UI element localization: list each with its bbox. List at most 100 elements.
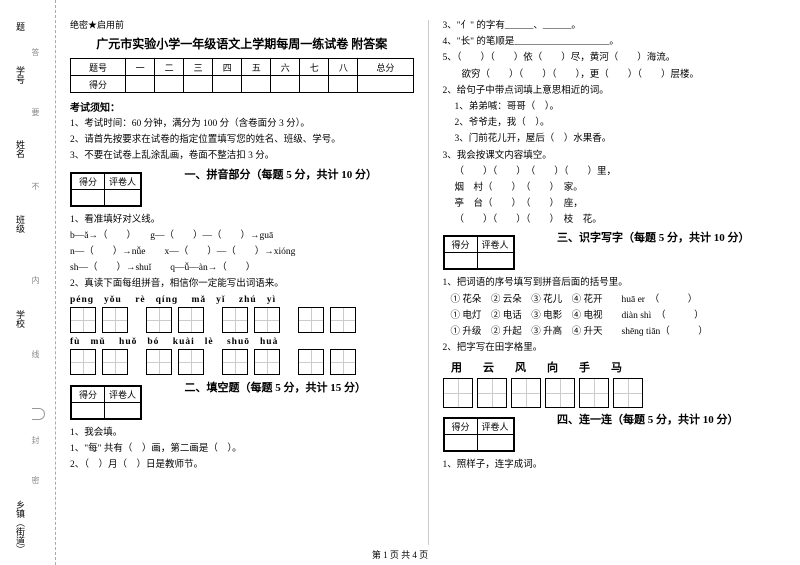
margin-mark: 答 — [30, 48, 41, 56]
tianzi-cell — [613, 378, 643, 408]
tianzi-cell — [298, 349, 324, 375]
section-heading: 二、填空题（每题 5 分，共计 15 分） — [185, 379, 367, 395]
tianzi-cell — [545, 378, 575, 408]
page: 题 答 学号 要 姓名 不 班级 内 学校 线 封 密 乡镇（街道） 绝密★启用… — [0, 0, 800, 565]
tianzi-cell — [477, 378, 507, 408]
margin-label: 学号 — [14, 66, 27, 84]
paper-title: 广元市实验小学一年级语文上学期每周一练试卷 附答案 — [70, 35, 414, 52]
char-label: 风 — [507, 359, 535, 375]
notice-heading: 考试须知： — [70, 99, 414, 114]
question-prompt: 1、把词语的序号填写到拼音后面的括号里。 — [443, 276, 787, 291]
scorer-box: 得分评卷人 — [443, 417, 515, 452]
margin-mark: 内 — [30, 276, 41, 284]
scorer-box: 得分评卷人 — [443, 235, 515, 270]
question-prompt: 1、我会填。 — [70, 426, 414, 441]
tianzi-cell — [102, 349, 128, 375]
secrecy-mark: 绝密★启用前 — [70, 18, 414, 31]
right-column: 3、"亻" 的字有______、______。 4、"长" 的笔顺是______… — [429, 0, 800, 565]
scorer-box: 得分评卷人 — [70, 385, 142, 420]
question-line: ① 花朵 ② 云朵 ③ 花儿 ④ 花开 huā er （ ） — [443, 293, 787, 308]
margin-mark: 要 — [30, 108, 41, 116]
margin-label: 题 — [14, 22, 27, 31]
scorer-col: 得分 — [72, 173, 105, 189]
char-label: 云 — [475, 359, 503, 375]
question-line: 2、（ ）月（ ）日是教师节。 — [70, 458, 414, 473]
question-prompt: 2、给句子中带点词填上意思相近的词。 — [443, 84, 787, 99]
th: 二 — [155, 59, 184, 76]
table-row: 得分 — [71, 76, 414, 93]
tianzi-row — [70, 349, 414, 375]
question-line: （ ）（ ）（ ） 枝 花。 — [443, 213, 787, 228]
th: 题号 — [71, 59, 126, 76]
question-prompt: 1、看准填好对义线。 — [70, 213, 414, 228]
th: 八 — [329, 59, 358, 76]
th: 七 — [300, 59, 329, 76]
tianzi-cell — [146, 307, 172, 333]
left-column: 绝密★启用前 广元市实验小学一年级语文上学期每周一练试卷 附答案 题号 一 二 … — [56, 0, 428, 565]
question-line: 烟 村（ ） （ ） 家。 — [443, 181, 787, 196]
th: 六 — [271, 59, 300, 76]
tianzi-cell — [443, 378, 473, 408]
question-line: ① 电灯 ② 电话 ③ 电影 ④ 电视 diàn shì （ ） — [443, 309, 787, 324]
question-line: n—（ ）→nǚe x—（ ）—（ ）→xióng — [70, 245, 414, 260]
question-prompt: 2、真读下面每组拼音，相信你一定能写出词语来。 — [70, 277, 414, 292]
question-line: sh—（ ）→shuǐ q—ǚ—àn→（ ） — [70, 261, 414, 276]
scissor-icon — [32, 408, 45, 420]
notice-line: 1、考试时间：60 分钟，满分为 100 分（含卷面分 3 分）。 — [70, 117, 414, 132]
tianzi-cell — [222, 307, 248, 333]
section-heading: 四、连一连（每题 5 分，共计 10 分） — [557, 411, 739, 427]
th: 三 — [184, 59, 213, 76]
char-label: 用 — [443, 359, 471, 375]
tianzi-cell — [511, 378, 541, 408]
question-line: 1、弟弟喊：哥哥（ ）。 — [443, 100, 787, 115]
margin-mark: 密 — [30, 476, 41, 484]
question-line: 4、"长" 的笔顺是____________________。 — [443, 35, 787, 50]
margin-label: 学校 — [14, 310, 27, 328]
th: 总分 — [358, 59, 413, 76]
question-line: 欲穷（ ）（ ）（ ），更（ ）（ ）层楼。 — [443, 68, 787, 83]
tianzi-cell — [254, 307, 280, 333]
section-heading: 一、拼音部分（每题 5 分，共计 10 分） — [185, 166, 378, 182]
pinyin-row: fùmǔ huǒbó kuàilè shuōhuà — [70, 337, 414, 347]
question-line: 5、（ ）（ ）依（ ）尽，黄河（ ）海流。 — [443, 51, 787, 66]
tianzi-cell — [330, 307, 356, 333]
tianzi-cell — [178, 307, 204, 333]
tianzi-cell — [178, 349, 204, 375]
question-line: 3、"亻" 的字有______、______。 — [443, 19, 787, 34]
tianzi-row — [443, 378, 787, 408]
binding-margin: 题 答 学号 要 姓名 不 班级 内 学校 线 封 密 乡镇（街道） — [0, 0, 56, 565]
tianzi-cell — [298, 307, 324, 333]
question-line: 3、门前花儿开，屋后（ ）水果香。 — [443, 132, 787, 147]
margin-mark: 不 — [30, 182, 41, 190]
question-prompt: 1、照样子，连字成词。 — [443, 458, 787, 473]
question-line: ① 升级 ② 升起 ③ 升高 ④ 升天 shēnɡ tiān（ ） — [443, 325, 787, 340]
section-heading: 三、识字写字（每题 5 分，共计 10 分） — [557, 229, 750, 245]
page-footer: 第 1 页 共 4 页 — [0, 548, 800, 561]
char-label: 马 — [603, 359, 631, 375]
tianzi-cell — [254, 349, 280, 375]
question-line: 2、爷爷走，我（ ）。 — [443, 116, 787, 131]
tianzi-cell — [222, 349, 248, 375]
margin-label: 姓名 — [14, 140, 27, 158]
tianzi-cell — [330, 349, 356, 375]
tianzi-row — [70, 307, 414, 333]
th: 一 — [126, 59, 155, 76]
notice-line: 3、不要在试卷上乱涂乱画，卷面不整洁扣 3 分。 — [70, 149, 414, 164]
scorer-box: 得分评卷人 — [70, 172, 142, 207]
th: 五 — [242, 59, 271, 76]
row-label: 得分 — [71, 76, 126, 93]
char-label: 向 — [539, 359, 567, 375]
margin-mark: 线 — [30, 350, 41, 358]
scorer-col: 评卷人 — [105, 173, 141, 189]
notice-line: 2、请首先按要求在试卷的指定位置填写您的姓名、班级、学号。 — [70, 133, 414, 148]
tianzi-cell — [102, 307, 128, 333]
margin-mark: 封 — [30, 436, 41, 444]
question-prompt: 3、我会按课文内容填空。 — [443, 149, 787, 164]
score-table: 题号 一 二 三 四 五 六 七 八 总分 得分 — [70, 58, 414, 93]
char-label-row: 用 云 风 向 手 马 — [443, 359, 787, 375]
question-line: （ ）（ ） （ ）（ ）里， — [443, 165, 787, 180]
table-row: 题号 一 二 三 四 五 六 七 八 总分 — [71, 59, 414, 76]
question-prompt: 2、把字写在田字格里。 — [443, 341, 787, 356]
pinyin-row: pénɡyǒu rèqínɡ mǎyǐ zhúyì — [70, 295, 414, 305]
tianzi-cell — [579, 378, 609, 408]
